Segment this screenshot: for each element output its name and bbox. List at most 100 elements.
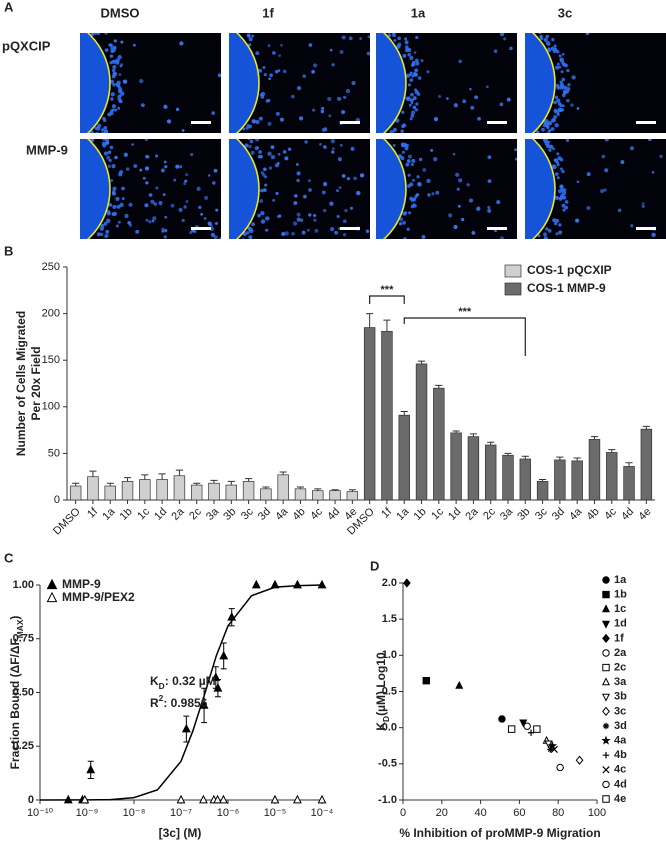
migrated-cell [259,198,264,203]
legend-label: 1f [614,632,624,644]
edge-cell [556,50,560,54]
edge-cell [402,123,407,128]
migrated-cell [179,165,183,169]
x-tick-label: 4b [290,506,307,523]
x-tick-label: 3a [204,505,222,523]
edge-cell [554,95,559,100]
annotation-part: : 0.32 µM [165,674,216,688]
migrated-cell [263,188,267,192]
migrated-cell [452,152,456,156]
edge-cell [410,204,415,209]
x-tick-label: 10⁻⁵ [264,807,287,819]
migrated-cell [308,213,312,217]
x-tick-label: 2a [463,505,481,523]
bar [571,460,583,501]
edge-cell [391,33,396,36]
x-tick-label: 100 [588,807,606,819]
bar [208,482,220,501]
edge-cell [258,150,262,154]
annotation-part: R [150,696,159,710]
wound-edge [531,139,556,239]
edge-cell [393,38,397,42]
significance-bracket [403,317,526,356]
migrated-cell [555,232,559,236]
migrated-cell [455,172,460,177]
edge-cell [109,43,113,47]
edge-cell [556,112,560,116]
edge-cell [105,230,109,234]
migrated-cell [217,73,221,78]
edge-cell [415,61,420,66]
y-axis-label-part: K [374,722,388,731]
y-tick-label: 0.0 [382,722,397,734]
edge-cell [91,28,95,32]
migrated-cell [418,157,423,162]
migrated-cell [514,148,517,152]
migrated-cell [359,173,365,178]
edge-cell [409,56,414,61]
migrated-cell [302,74,307,78]
migrated-cell [337,227,341,230]
bar [190,484,203,501]
migrated-cell [219,236,221,239]
migrated-cell [398,222,403,226]
migrated-cell [320,109,325,114]
micrograph [525,139,666,239]
migrated-cell [144,166,150,171]
edge-cell [561,108,565,112]
point [507,725,516,733]
edge-cell [255,119,260,124]
migrated-cell [272,199,275,202]
column-header: 1f [262,5,274,20]
migrated-cell [248,144,252,149]
x-tick-label: 4b [584,506,601,523]
edge-cell [565,86,571,92]
migrated-cell [446,97,449,100]
migrated-cell [296,178,300,183]
migrated-cell [250,150,255,155]
edge-cell [559,185,564,189]
edge-cell [556,196,560,200]
migrated-cell [268,77,272,81]
error-bar [608,449,616,453]
edge-cell [560,70,564,74]
migrated-cell [189,230,193,235]
y-tick-label: 0 [28,794,34,806]
migrated-cell [275,111,280,116]
migrated-cell [329,48,333,52]
x-tick-label: 10⁻⁶ [217,807,240,819]
migrated-cell [330,139,335,144]
migrated-cell [106,141,110,145]
legend-marker [602,780,610,789]
edge-cell [417,76,422,80]
migrated-cell [262,65,266,69]
y-tick-label: 2.0 [382,577,397,589]
bar [502,454,514,501]
legend-marker [602,633,610,644]
bar [121,481,134,501]
edge-cell [108,158,112,163]
edge-cell [251,222,255,227]
edge-cell [543,37,548,42]
migrated-cell [458,178,463,183]
point [270,794,280,804]
annotation-part: : 0.9856 [163,696,207,710]
migrated-cell [341,35,346,40]
migrated-cell [422,168,427,172]
migrated-cell [153,202,158,206]
legend-marker [601,677,611,686]
edge-cell [540,37,544,41]
edge-cell [542,134,546,138]
legend-label: 1d [614,618,627,630]
micrograph [229,33,370,133]
edge-cell [536,131,540,133]
x-tick-label: 2c [481,505,498,522]
migrated-cell [291,94,295,99]
migrated-cell [293,201,298,205]
bar [640,428,653,501]
migrated-cell [431,192,435,196]
migrated-cell [270,145,275,149]
migrated-cell [280,43,283,47]
migrated-cell [322,208,327,213]
x-tick-label: 2a [169,505,187,523]
